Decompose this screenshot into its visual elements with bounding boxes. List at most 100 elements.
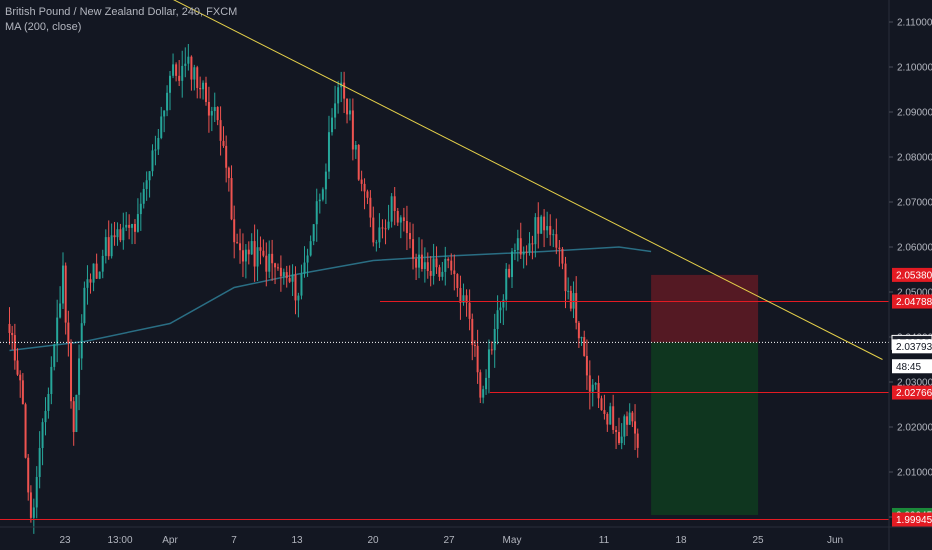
candle-body[interactable] [612,406,615,430]
candle-body[interactable] [505,268,508,300]
candle-body[interactable] [236,242,239,244]
candle-body[interactable] [21,380,24,405]
candle-body[interactable] [636,433,639,448]
candle-body[interactable] [285,272,288,279]
candle-body[interactable] [13,335,16,361]
candle-body[interactable] [575,293,578,323]
candle-body[interactable] [393,196,396,212]
candle-body[interactable] [468,302,471,319]
candle-body[interactable] [62,265,64,304]
candle-body[interactable] [511,251,513,277]
candle-body[interactable] [334,103,337,118]
candle-body[interactable] [227,167,230,179]
candle-body[interactable] [628,412,631,425]
candle-body[interactable] [516,238,519,251]
candle-body[interactable] [631,412,634,422]
candle-body[interactable] [525,251,528,253]
stop-loss-zone[interactable] [651,274,759,343]
candle-body[interactable] [485,377,488,390]
candle-body[interactable] [151,150,154,172]
candle-body[interactable] [56,317,59,345]
candle-body[interactable] [253,241,256,267]
candle-body[interactable] [303,262,306,274]
candle-body[interactable] [558,247,561,249]
candle-body[interactable] [131,223,134,228]
candle-body[interactable] [476,345,479,373]
candle-body[interactable] [577,322,580,339]
candle-body[interactable] [95,263,98,279]
candle-body[interactable] [53,344,56,367]
candle-body[interactable] [499,307,502,311]
candle-body[interactable] [47,394,50,411]
candle-body[interactable] [415,258,418,268]
candle-body[interactable] [412,239,415,259]
candle-body[interactable] [104,237,107,256]
candle-body[interactable] [429,271,432,276]
candle-body[interactable] [187,56,190,64]
candle-body[interactable] [634,421,637,434]
candle-body[interactable] [239,243,242,251]
candle-body[interactable] [259,247,262,251]
candle-body[interactable] [216,107,219,121]
candle-body[interactable] [306,255,309,263]
candle-body[interactable] [441,271,444,277]
candle-body[interactable] [136,214,139,232]
candle-body[interactable] [190,56,193,80]
candle-body[interactable] [92,263,95,283]
candle-body[interactable] [583,337,586,356]
candle-body[interactable] [348,110,351,115]
candle-body[interactable] [318,199,321,202]
candle-body[interactable] [204,82,207,102]
candle-body[interactable] [50,366,53,395]
candle-body[interactable] [490,349,493,351]
candle-body[interactable] [331,117,334,133]
candle-body[interactable] [531,243,534,245]
candle-body[interactable] [145,180,148,189]
candle-body[interactable] [405,220,408,234]
candle-body[interactable] [19,374,22,381]
candle-body[interactable] [390,196,393,222]
candle-body[interactable] [268,253,271,272]
candle-body[interactable] [465,295,468,303]
candle-body[interactable] [351,110,354,150]
candle-body[interactable] [128,224,131,228]
candle-body[interactable] [473,344,476,346]
candle-body[interactable] [41,422,44,449]
candle-body[interactable] [175,64,178,76]
candle-body[interactable] [453,270,456,275]
candle-body[interactable] [618,432,620,444]
candle-body[interactable] [44,410,47,423]
candle-body[interactable] [572,293,575,309]
candle-body[interactable] [67,322,70,343]
candle-body[interactable] [479,372,482,398]
candle-body[interactable] [564,263,567,292]
candle-body[interactable] [540,216,543,234]
candle-body[interactable] [546,226,549,231]
candle-body[interactable] [35,476,38,508]
candle-body[interactable] [513,250,516,252]
candle-body[interactable] [75,394,78,432]
candle-body[interactable] [59,303,62,318]
candle-body[interactable] [420,254,423,269]
candle-body[interactable] [337,87,340,104]
candle-body[interactable] [256,247,259,267]
candle-body[interactable] [244,249,247,262]
candle-body[interactable] [459,288,462,303]
candle-body[interactable] [343,82,346,99]
candle-body[interactable] [426,262,429,272]
candle-body[interactable] [447,258,450,261]
candle-body[interactable] [83,287,86,324]
candle-body[interactable] [597,383,600,399]
candle-body[interactable] [502,299,505,308]
candle-body[interactable] [89,279,92,283]
take-profit-zone[interactable] [651,342,759,515]
candle-body[interactable] [29,492,32,518]
candle-body[interactable] [213,107,216,112]
candle-body[interactable] [609,406,612,425]
candle-body[interactable] [324,171,327,190]
candle-body[interactable] [157,137,160,150]
candle-body[interactable] [594,383,597,385]
candle-body[interactable] [603,410,606,414]
candle-body[interactable] [444,258,447,272]
candle-body[interactable] [291,274,294,282]
